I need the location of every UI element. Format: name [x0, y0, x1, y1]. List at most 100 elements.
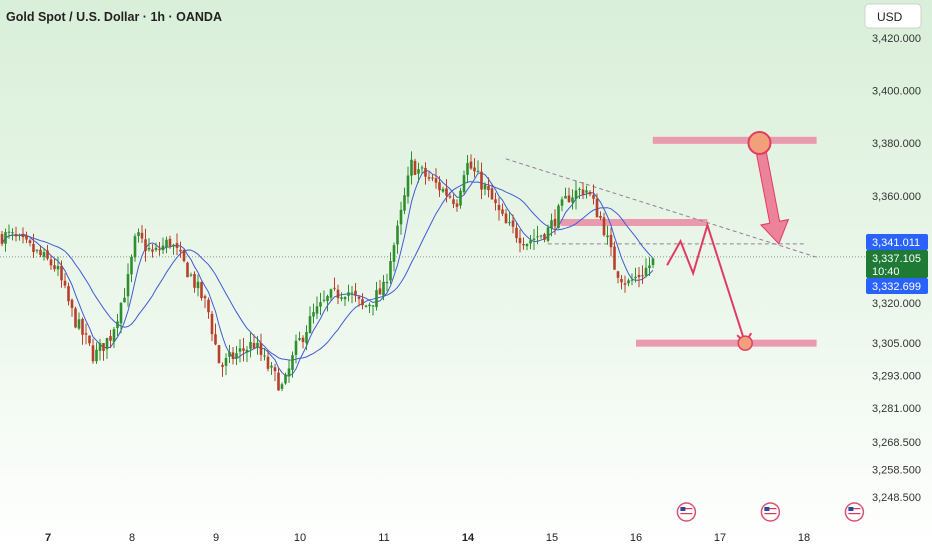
candle [161, 237, 165, 255]
candle [546, 224, 550, 243]
candle [602, 212, 606, 237]
price-tag-current-text: 10:40 [872, 266, 900, 278]
candle [126, 263, 130, 307]
candle [361, 293, 364, 310]
candle [616, 270, 620, 284]
us-economic-event-icon[interactable] [844, 502, 865, 522]
currency-button-label: USD [877, 10, 903, 24]
candle [193, 271, 196, 293]
currency-button[interactable]: USD [864, 3, 922, 29]
resistance-support-zone[interactable] [636, 339, 817, 347]
candle [595, 193, 599, 218]
descending-trendline[interactable] [505, 158, 817, 258]
big-down-arrow[interactable] [754, 141, 790, 245]
candle [634, 267, 637, 283]
candle [459, 187, 462, 209]
candle [399, 201, 403, 235]
candle [578, 187, 581, 199]
projected-path-arrow[interactable] [666, 221, 747, 344]
candle [175, 233, 179, 256]
candle [294, 334, 298, 364]
x-tick-label: 16 [630, 532, 642, 544]
candle [116, 313, 119, 336]
candle [455, 199, 459, 212]
y-tick-label: 3,248.500 [872, 492, 921, 504]
price-tag-upper: 3,341.011 [866, 234, 928, 250]
candle [140, 225, 144, 244]
candle [613, 241, 616, 270]
moving-average-slow [1, 181, 654, 361]
candle [263, 348, 266, 361]
candle [606, 225, 609, 245]
candle [284, 372, 287, 385]
candle [340, 292, 343, 302]
candle [333, 277, 336, 291]
candle [329, 288, 333, 301]
candle [49, 255, 53, 270]
x-tick-label: 8 [129, 532, 135, 544]
candle [364, 304, 368, 308]
y-tick-label: 3,360.000 [872, 191, 921, 203]
candle [644, 258, 648, 278]
candle [585, 185, 588, 199]
candle [91, 338, 95, 364]
candle [301, 335, 305, 349]
candle [651, 258, 655, 269]
x-tick-label: 10 [294, 532, 306, 544]
candle [532, 229, 536, 250]
candle [462, 170, 466, 195]
candle [119, 301, 123, 334]
candle [623, 275, 627, 293]
candle [518, 229, 522, 253]
candle [553, 209, 557, 235]
candle [452, 194, 455, 209]
candle [417, 162, 420, 183]
y-tick-label: 3,320.000 [872, 298, 921, 310]
candle [60, 260, 63, 288]
candle [245, 346, 249, 363]
y-tick-label: 3,380.000 [872, 138, 921, 150]
candle [266, 350, 270, 372]
candle [560, 196, 564, 212]
candle [550, 213, 553, 237]
x-tick-label: 14 [462, 532, 475, 544]
us-economic-event-icon[interactable] [676, 502, 697, 522]
candle [357, 295, 361, 307]
y-tick-label: 3,268.500 [872, 437, 921, 449]
us-economic-event-icon[interactable] [760, 502, 781, 522]
candle [217, 345, 221, 364]
candle [224, 353, 228, 376]
candle [63, 273, 67, 289]
candle [410, 151, 413, 185]
candle [322, 290, 326, 303]
candle [182, 249, 186, 263]
resistance-support-zone[interactable] [652, 136, 817, 144]
candle [189, 272, 193, 277]
candle [231, 347, 235, 365]
candle [480, 162, 483, 200]
candle [375, 281, 378, 311]
candle [371, 305, 375, 316]
candle [630, 273, 634, 286]
candle [466, 155, 469, 184]
candle [420, 165, 424, 174]
candle [539, 234, 543, 239]
candle [543, 232, 546, 243]
candle [308, 306, 312, 334]
candle [210, 310, 214, 342]
candle [298, 331, 301, 341]
candle [88, 335, 91, 347]
candle [56, 256, 60, 277]
candle [105, 337, 109, 359]
candle [109, 329, 112, 349]
candle [588, 190, 592, 197]
resistance-support-zone[interactable] [560, 219, 708, 227]
y-tick-label: 3,281.000 [872, 403, 921, 415]
y-tick-label: 3,293.000 [872, 371, 921, 383]
candle [0, 231, 4, 247]
candle [515, 223, 518, 243]
candle [305, 325, 308, 350]
candle [501, 203, 504, 217]
